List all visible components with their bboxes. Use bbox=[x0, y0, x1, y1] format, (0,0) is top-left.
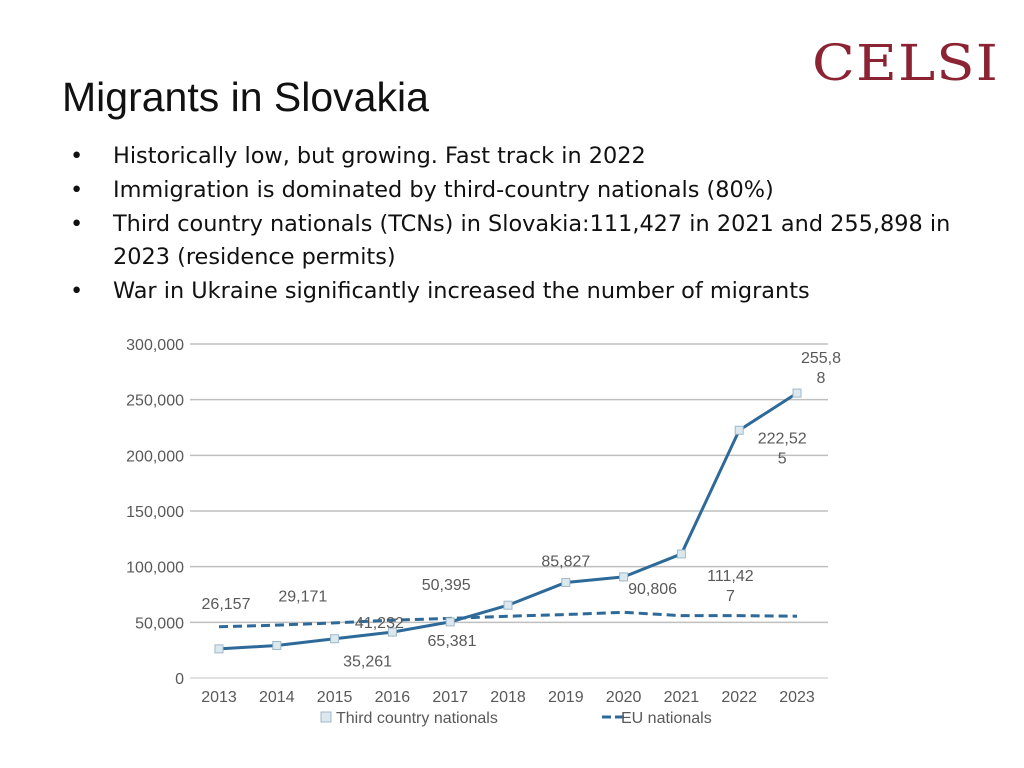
x-tick-label: 2017 bbox=[432, 689, 468, 706]
bullet-text: War in Ukraine significantly increased t… bbox=[113, 278, 810, 304]
tcn-data-label: 35,261 bbox=[343, 654, 392, 671]
bullet-dot: • bbox=[70, 211, 84, 237]
tcn-data-label: 41,232 bbox=[355, 615, 404, 632]
x-tick-label: 2015 bbox=[317, 689, 353, 706]
bullet-text: Immigration is dominated by third-countr… bbox=[113, 177, 774, 203]
celsi-logo: CELSI bbox=[812, 38, 999, 88]
legend-tcn-label: Third country nationals bbox=[336, 710, 498, 727]
y-tick-label: 100,000 bbox=[126, 560, 184, 577]
x-tick-label: 2022 bbox=[721, 689, 757, 706]
y-tick-label: 0 bbox=[175, 671, 184, 688]
x-tick-label: 2023 bbox=[779, 689, 815, 706]
tcn-point-marker bbox=[561, 577, 571, 587]
tcn-point-marker bbox=[734, 425, 744, 435]
y-tick-label: 200,000 bbox=[126, 448, 184, 465]
tcn-data-label: 29,171 bbox=[278, 589, 327, 606]
bullet-dot: • bbox=[70, 177, 84, 203]
x-tick-label: 2016 bbox=[375, 689, 411, 706]
x-tick-label: 2020 bbox=[606, 689, 642, 706]
tcn-data-label: 50,395 bbox=[422, 577, 471, 594]
eu-nationals-line bbox=[218, 610, 798, 629]
y-tick-label: 50,000 bbox=[135, 615, 184, 632]
tcn-data-label: 111,42 7 bbox=[707, 568, 754, 605]
bullet-text: Third country nationals (TCNs) in Slovak… bbox=[113, 211, 951, 270]
bullet-item: • War in Ukraine significantly increased… bbox=[70, 275, 970, 308]
bullet-dot: • bbox=[70, 143, 84, 169]
y-tick-label: 250,000 bbox=[126, 393, 184, 410]
tcn-data-label: 255,8 8 bbox=[801, 350, 841, 387]
tcn-point-marker bbox=[503, 600, 513, 610]
tcn-point-marker bbox=[330, 634, 340, 644]
slide-title: Migrants in Slovakia bbox=[62, 74, 429, 120]
x-tick-label: 2018 bbox=[490, 689, 526, 706]
tcn-data-label: 222,52 5 bbox=[758, 430, 807, 467]
x-tick-label: 2014 bbox=[259, 689, 295, 706]
tcn-point-marker bbox=[792, 388, 802, 398]
tcn-point-marker bbox=[272, 641, 282, 651]
tcn-data-label: 90,806 bbox=[628, 581, 677, 598]
y-tick-label: 150,000 bbox=[126, 504, 184, 521]
x-tick-label: 2019 bbox=[548, 689, 584, 706]
tcn-point-marker bbox=[676, 549, 686, 559]
x-tick-label: 2013 bbox=[201, 689, 237, 706]
bullet-item: • Immigration is dominated by third-coun… bbox=[70, 174, 970, 207]
bullet-item: • Third country nationals (TCNs) in Slov… bbox=[70, 208, 970, 274]
bullet-list: • Historically low, but growing. Fast tr… bbox=[70, 140, 970, 309]
tcn-point-marker bbox=[214, 644, 224, 654]
tcn-data-label: 26,157 bbox=[202, 596, 251, 613]
y-tick-label: 300,000 bbox=[126, 337, 184, 354]
bullet-item: • Historically low, but growing. Fast tr… bbox=[70, 140, 970, 173]
legend-eu-label: EU nationals bbox=[621, 710, 712, 727]
tcn-data-label: 85,827 bbox=[541, 553, 590, 570]
tcn-data-label: 65,381 bbox=[428, 633, 477, 650]
tcn-point-marker bbox=[387, 627, 397, 637]
legend-tcn-marker bbox=[320, 711, 332, 723]
bullet-text: Historically low, but growing. Fast trac… bbox=[113, 143, 646, 169]
tcn-point-marker bbox=[445, 617, 455, 627]
logo-text: CELSI bbox=[812, 34, 1000, 92]
bullet-dot: • bbox=[70, 278, 84, 304]
tcn-line bbox=[218, 391, 798, 651]
tcn-point-marker bbox=[619, 572, 629, 582]
x-tick-label: 2021 bbox=[664, 689, 700, 706]
